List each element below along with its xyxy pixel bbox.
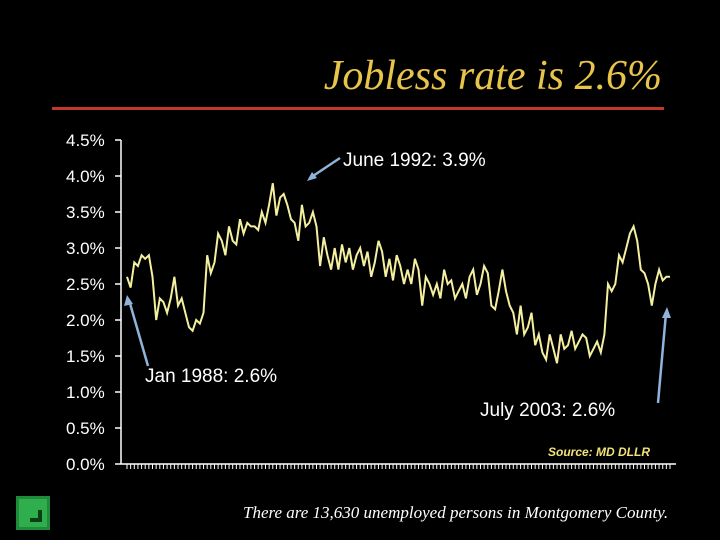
y-tick-label: 2.0%	[66, 311, 105, 330]
annotation-arrow-july-2003	[656, 312, 668, 404]
annotation-arrowhead-july-2003	[662, 307, 671, 318]
title-rule	[52, 107, 664, 110]
y-tick-label: 3.0%	[66, 239, 105, 258]
annotation-arrowhead-june-1992	[307, 172, 317, 181]
y-tick-label: 3.5%	[66, 203, 105, 222]
annotation-june-1992: June 1992: 3.9%	[343, 150, 486, 171]
y-axis: 0.0% 0.5% 1.0% 1.5% 2.0% 2.5% 3.0% 3.5% 4.0% 4.5%	[66, 131, 122, 474]
y-tick-label: 4.5%	[66, 131, 105, 150]
annotation-arrow-june-1992	[309, 156, 341, 180]
annotation-arrowhead-jan-1988	[124, 295, 133, 306]
corner-arrow-icon	[16, 496, 50, 530]
y-tick-label: 2.5%	[66, 275, 105, 294]
annotation-jan-1988: Jan 1988: 2.6%	[145, 366, 277, 387]
y-tick-label: 4.0%	[66, 167, 105, 186]
jobless-rate-chart: 0.0% 0.5% 1.0% 1.5% 2.0% 2.5% 3.0% 3.5% 4.0% 4.5%…	[66, 131, 676, 474]
y-tick-label: 1.0%	[66, 383, 105, 402]
y-tick-label: 0.5%	[66, 419, 105, 438]
annotation-july-2003: July 2003: 2.6%	[480, 400, 615, 421]
series-line-jobless-rate	[126, 183, 670, 364]
footnote: There are 13,630 unemployed persons in M…	[243, 503, 669, 522]
y-tick-label: 1.5%	[66, 347, 105, 366]
slide-title: Jobless rate is 2.6%	[323, 53, 662, 99]
source-label: Source: MD DLLR	[548, 445, 650, 459]
x-axis	[121, 463, 676, 469]
annotations: June 1992: 3.9% Jan 1988: 2.6% July 2003…	[124, 150, 671, 421]
y-tick-label: 0.0%	[66, 455, 105, 474]
annotation-arrow-jan-1988	[127, 299, 150, 367]
